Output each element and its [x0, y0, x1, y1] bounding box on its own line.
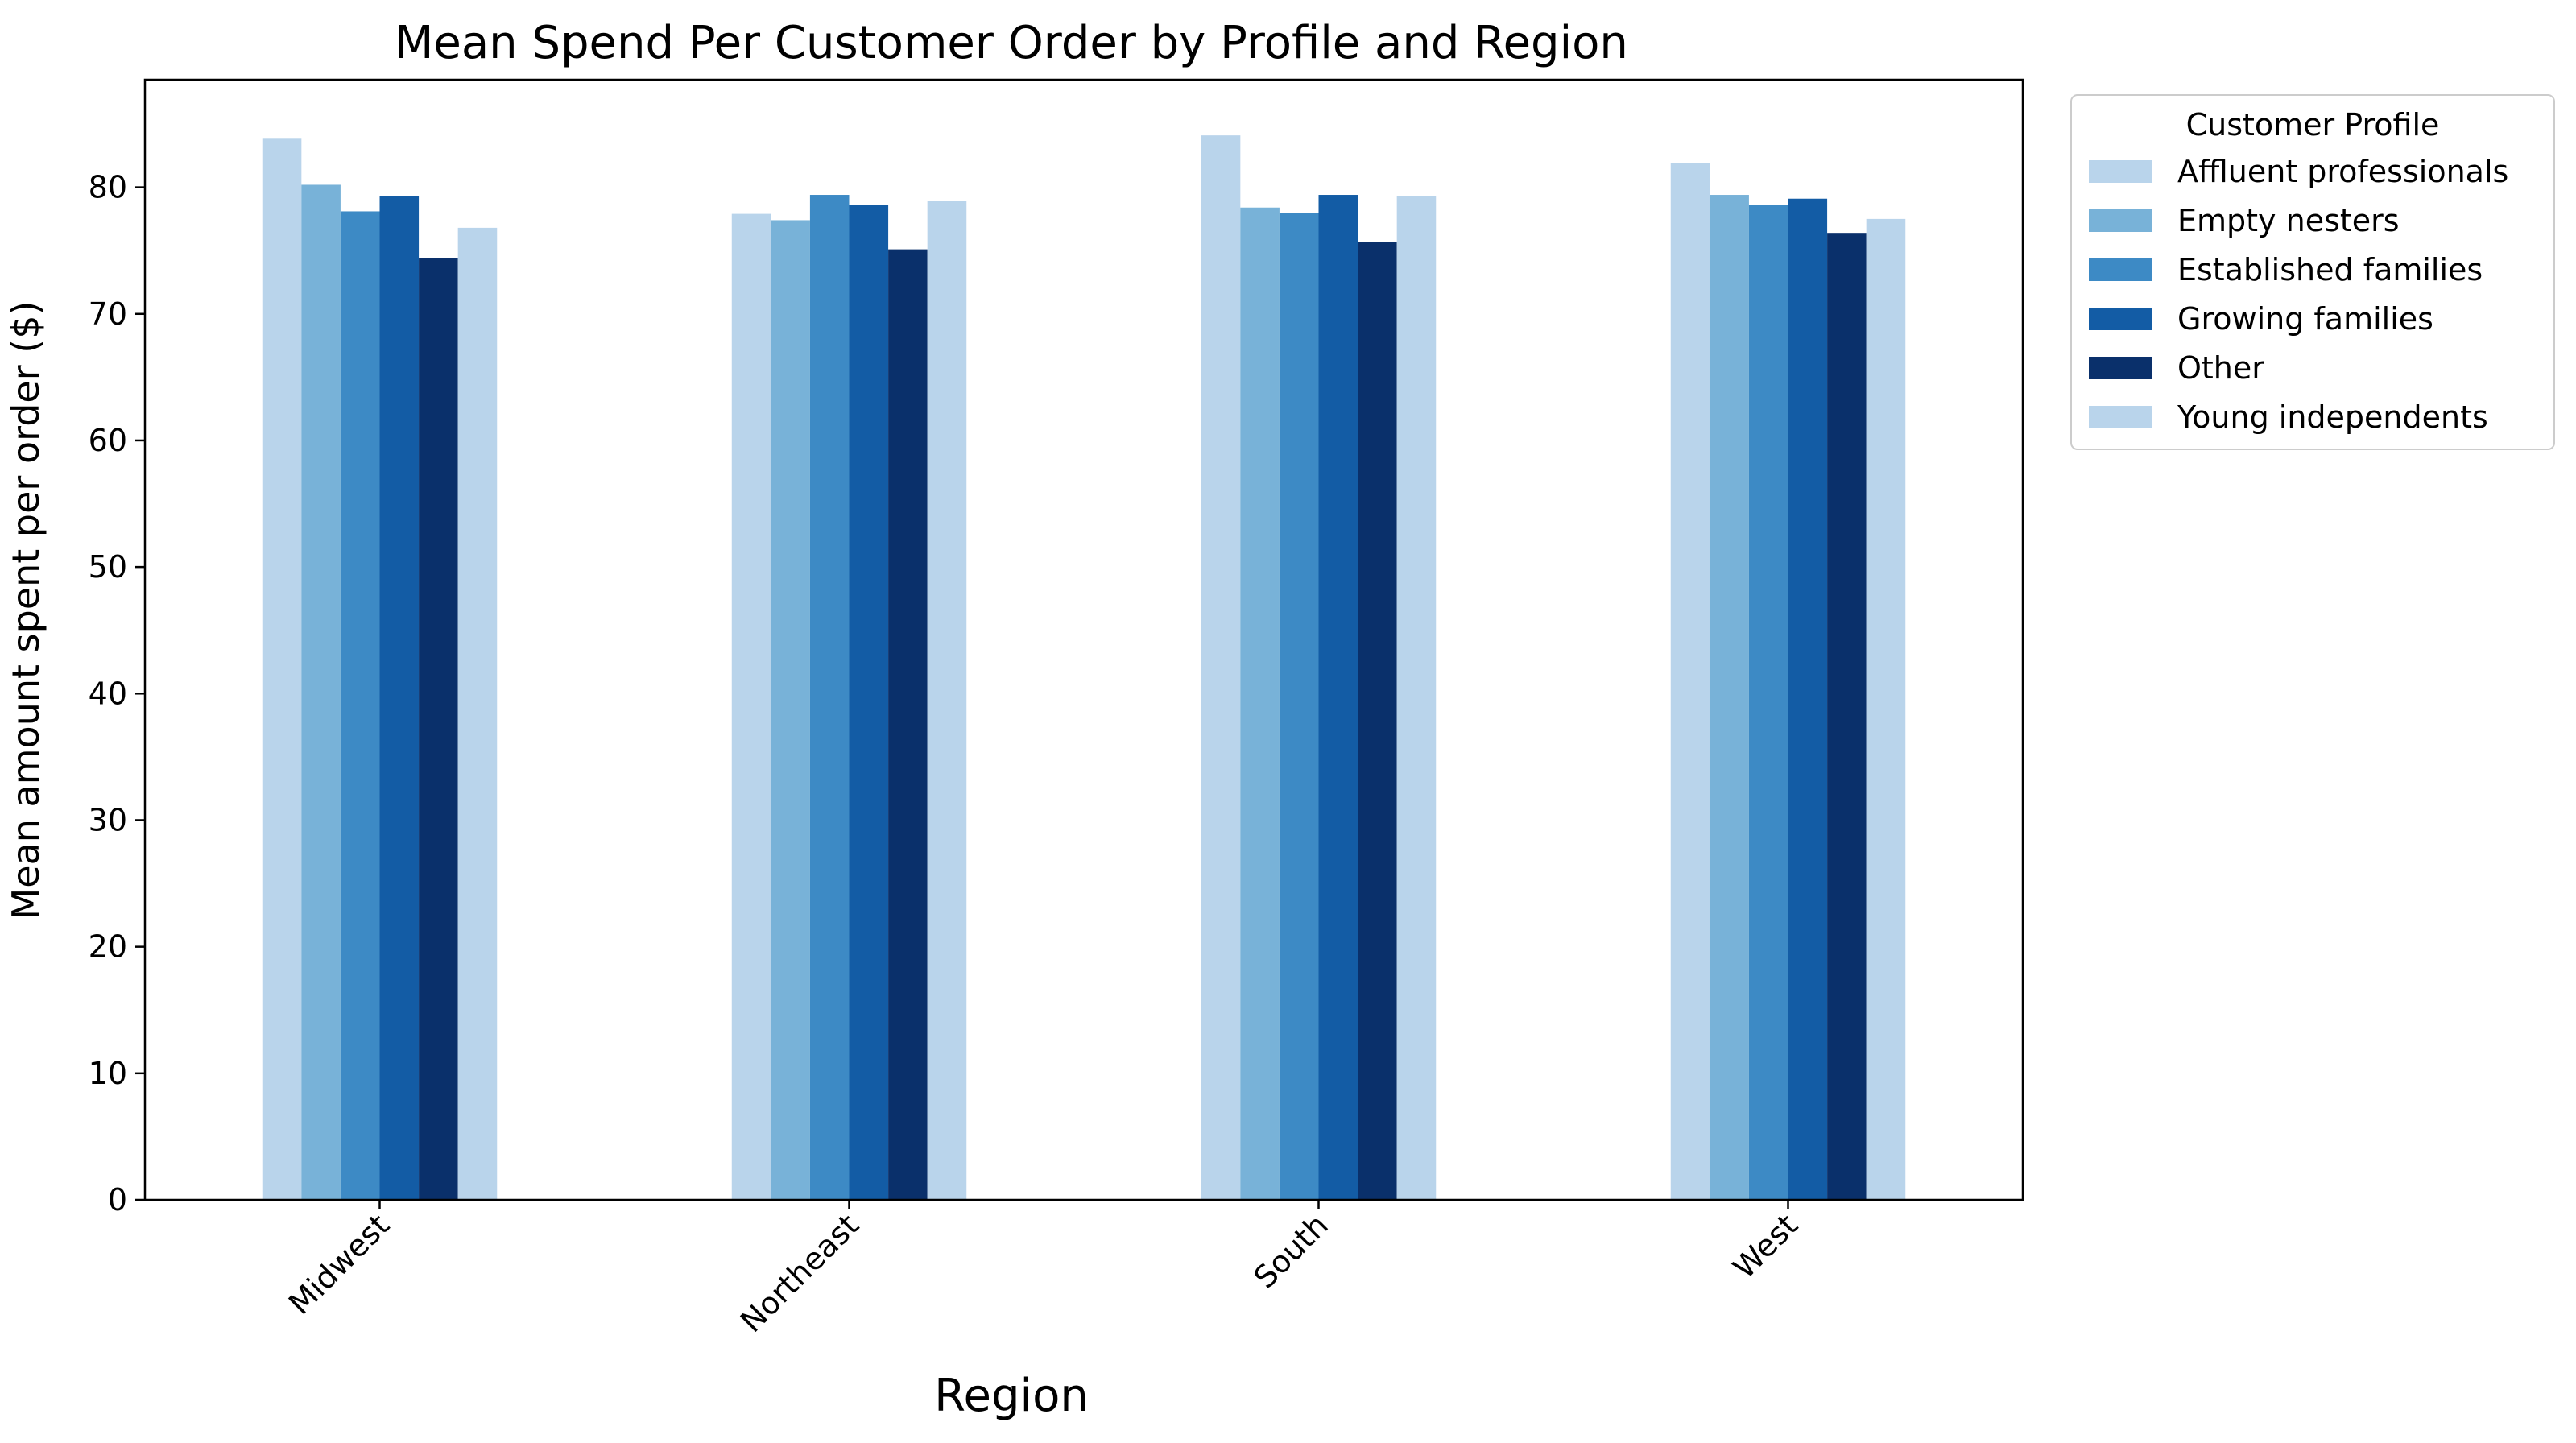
- legend-swatch: [2089, 406, 2152, 428]
- bar: [1358, 242, 1397, 1200]
- bar: [1201, 135, 1241, 1200]
- x-axis-label: Region: [934, 1370, 1089, 1422]
- chart-title: Mean Spend Per Customer Order by Profile…: [395, 17, 1628, 69]
- legend-label: Other: [2177, 350, 2264, 386]
- legend-swatch: [2089, 209, 2152, 232]
- x-tick-label: West: [1726, 1207, 1805, 1285]
- legend-swatch: [2089, 308, 2152, 330]
- bar: [1827, 233, 1867, 1201]
- bar: [888, 249, 928, 1200]
- bar: [379, 196, 420, 1201]
- legend-swatch: [2089, 160, 2152, 183]
- legend-swatch: [2089, 357, 2152, 379]
- y-tick-label: 40: [89, 676, 127, 711]
- x-tick-label: Midwest: [282, 1207, 396, 1321]
- legend-label: Affluent professionals: [2177, 154, 2508, 189]
- legend-title: Customer Profile: [2186, 107, 2440, 143]
- legend-swatch: [2089, 258, 2152, 281]
- y-tick-label: 70: [89, 296, 127, 332]
- bar: [1240, 207, 1280, 1201]
- y-tick-label: 20: [89, 929, 127, 965]
- bar: [1788, 198, 1828, 1200]
- bar: [1710, 195, 1749, 1200]
- x-tick-label: South: [1247, 1207, 1335, 1295]
- bar: [1670, 163, 1710, 1200]
- bar: [1396, 196, 1437, 1201]
- y-tick-label: 0: [108, 1182, 127, 1218]
- y-axis-label: Mean amount spent per order ($): [4, 301, 48, 920]
- bar: [1866, 218, 1906, 1200]
- bar: [340, 211, 380, 1200]
- bar: [457, 227, 498, 1201]
- legend-label: Growing families: [2177, 301, 2433, 337]
- legend-label: Empty nesters: [2177, 203, 2400, 238]
- bar: [1279, 213, 1319, 1200]
- bar: [1748, 205, 1788, 1200]
- y-tick-label: 30: [89, 802, 127, 837]
- y-tick-label: 80: [89, 170, 127, 205]
- legend-label: Young independents: [2177, 399, 2488, 435]
- legend: Customer Profile Affluent professionals E…: [2070, 94, 2555, 450]
- y-tick-label: 10: [89, 1056, 127, 1091]
- bar: [927, 201, 967, 1200]
- bar: [301, 184, 341, 1201]
- bar: [1318, 195, 1358, 1200]
- legend-items: Affluent professionals Empty nesters Estab…: [2089, 154, 2508, 435]
- bar: [771, 220, 810, 1201]
- bar: [262, 138, 302, 1201]
- axes-frame: [143, 78, 2024, 1201]
- plot-area: 0 10 20 30 40 50 60 70 80 Midwest Northeast South We…: [89, 78, 2024, 1339]
- y-tick-label: 60: [89, 423, 127, 458]
- bar: [419, 258, 458, 1200]
- x-tick-label: Northeast: [734, 1207, 866, 1339]
- bar: [809, 195, 850, 1200]
- legend-box: [2070, 94, 2555, 450]
- y-tick-label: 50: [89, 549, 127, 585]
- bar: [849, 205, 889, 1200]
- bar: [731, 213, 771, 1200]
- legend-label: Established families: [2177, 252, 2483, 287]
